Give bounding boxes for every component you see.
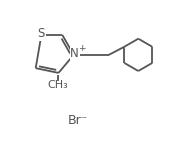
Text: CH₃: CH₃ — [47, 80, 68, 90]
Text: +: + — [78, 44, 85, 53]
Text: Br⁻: Br⁻ — [67, 114, 88, 127]
Text: S: S — [38, 27, 45, 40]
Text: N: N — [70, 47, 79, 60]
